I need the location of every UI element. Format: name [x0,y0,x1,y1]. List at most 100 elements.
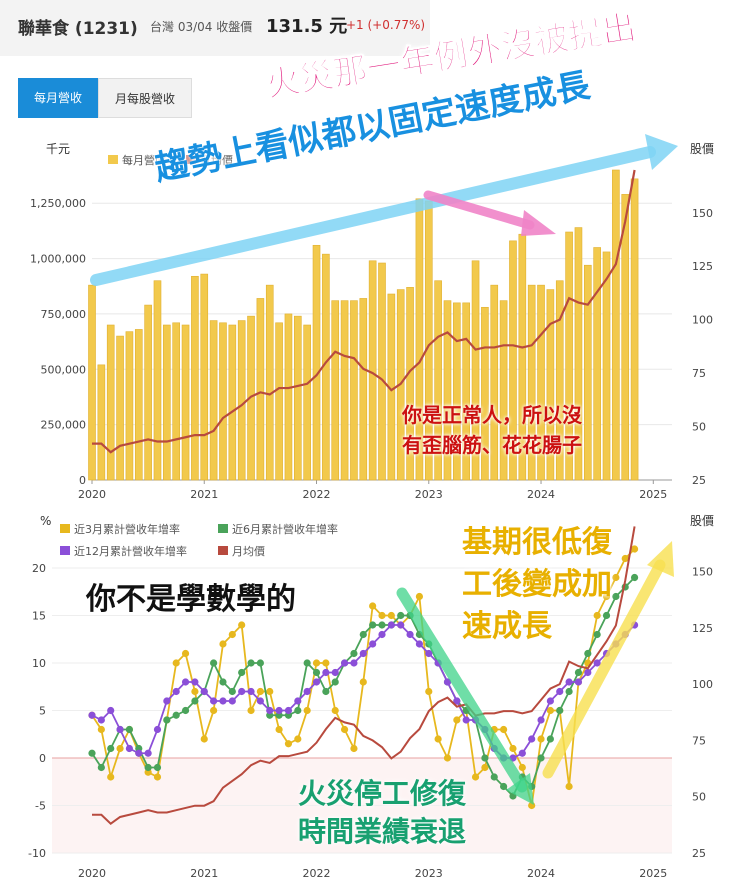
series-point [125,744,134,753]
revenue-bar [583,264,592,481]
series-point [350,744,358,753]
revenue-bar [415,198,424,481]
series-point [369,640,377,648]
revenue-bar [359,298,368,481]
y2-tick-label: 50 [692,791,706,804]
revenue-bar [293,315,302,481]
series-point [630,545,639,553]
series-point [172,711,180,719]
series-point [369,602,377,610]
series-line [92,526,636,826]
series-point [88,711,96,719]
annotation-line: 基期很低復 [462,525,612,560]
series-point [303,687,311,696]
series-point [172,687,180,696]
revenue-bar [284,313,293,481]
series-point [537,716,545,724]
series-point [378,611,386,620]
y2-axis-unit: 股價 [690,514,714,528]
fire-arrow [423,190,535,230]
y2-tick-label: 150 [692,566,713,579]
series-point [359,630,367,639]
series-point [359,678,367,686]
series-point [462,716,470,724]
annotation-line: 速成長 [462,609,552,644]
series-point [238,621,246,629]
annotation-line: 時間業績衰退 [298,815,467,848]
revenue-bar [490,284,499,481]
series-point [584,668,592,677]
series-point [500,725,508,734]
series-point [153,763,162,772]
series-point [471,773,480,781]
series-point [556,706,564,715]
revenue-bar [134,329,143,481]
series-point [350,659,358,667]
y-axis-unit: % [40,514,51,528]
revenue-bar [116,335,124,481]
series-point [518,763,526,772]
series-point [425,687,433,696]
series-point [453,716,461,724]
stock-header: 聯華食 (1231) 台灣 03/04 收盤價 131.5 元 +1 (+0.7… [0,0,430,56]
series-point [593,611,601,620]
series-point [275,725,283,734]
y-tick-label: 20 [32,562,46,575]
revenue-bar [181,324,190,481]
legend-item: 近12月累計營收年增率 [74,544,187,558]
series-point [284,740,293,748]
y-tick-label: 750,000 [41,308,87,321]
series-point [200,735,208,743]
revenue-bar [275,322,283,481]
y-tick-label: 15 [32,610,46,623]
revenue-chart: 千元 股價 0 250,000 500,000 750,000 1,000,000 1,250… [30,134,714,501]
series-point [340,659,349,667]
series-point [200,687,208,696]
y2-tick-label: 50 [692,421,706,434]
series-point [556,687,564,696]
series-point [191,678,199,686]
tab-monthly-revenue-per-share[interactable]: 月每股營收 [98,78,192,118]
series-point [434,735,442,743]
series-point [107,773,115,781]
y2-tick-label: 100 [692,314,713,327]
series-point [294,706,302,715]
series-point [163,697,171,705]
series-point [397,621,405,629]
x-tick-label: 2023 [415,488,443,501]
series-point [322,668,330,677]
series-point [191,687,199,696]
revenue-bar [565,231,573,481]
revenue-bar [630,178,639,481]
revenue-bar [88,284,96,481]
series-point [247,687,255,696]
revenue-bar [471,260,480,481]
revenue-bar [509,240,517,481]
revenue-bar [546,289,555,481]
series-point [294,697,302,705]
legend-price: 月均價 [200,153,233,167]
series-point [546,735,554,743]
revenue-bar [443,300,452,481]
revenue-bar [593,247,601,481]
series-point [509,744,517,753]
y-tick-label: 1,000,000 [30,253,86,266]
x-tick-label: 2025 [639,867,667,880]
revenue-bar [265,284,274,481]
series-point [340,725,349,734]
series-point [331,668,339,677]
series-point [256,697,264,705]
legend-swatch [60,546,70,555]
y2-tick-label: 125 [692,622,713,635]
series-point [500,782,508,791]
revenue-bar [172,322,181,481]
series-point [584,649,592,658]
revenue-bar [555,280,564,481]
series-point [350,649,358,658]
tab-monthly-revenue[interactable]: 每月營收 [18,78,98,118]
y2-tick-label: 75 [692,734,706,747]
series-point [415,592,424,601]
series-point [256,687,264,696]
series-point [238,668,246,677]
legend-item: 近6月累計營收年增率 [232,522,338,536]
